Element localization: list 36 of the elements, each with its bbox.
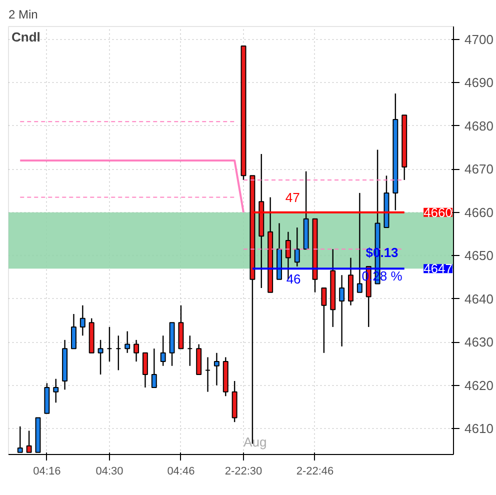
annotation: 46	[286, 271, 301, 286]
x-tick-label: 04:30	[96, 466, 124, 478]
annotation: 4660	[424, 204, 452, 220]
y-tick-label: 4630	[464, 334, 494, 350]
chart-title: 2 Min	[8, 8, 38, 22]
y-tick-label: 4610	[464, 421, 494, 436]
y-tick-label: 4660	[464, 204, 494, 220]
y-tick-label: 4690	[464, 75, 494, 90]
annotation: 47	[285, 190, 300, 205]
candlestick	[53, 378, 59, 404]
x-tick-label: 04:16	[33, 466, 61, 478]
candlestick	[356, 192, 362, 293]
candlestick	[70, 313, 76, 350]
annotation: 4647	[424, 261, 452, 276]
y-tick-label: 4680	[464, 118, 494, 134]
x-tick-label: 2-22:46	[296, 466, 334, 478]
y-tick-label: 4670	[464, 162, 494, 177]
candlestick	[214, 352, 220, 386]
x-tick-label: 04:46	[167, 466, 195, 478]
candlestick	[294, 226, 300, 268]
candlestick	[124, 330, 130, 354]
candlestick	[339, 274, 345, 348]
x-tick-label: 2-22:30	[224, 466, 262, 478]
candlestick	[98, 339, 104, 376]
candlestick	[151, 348, 157, 388]
y-tick-label: 4640	[464, 291, 494, 306]
candlestick	[80, 304, 86, 336]
annotation: Cndl	[12, 30, 40, 44]
candlestick	[134, 339, 140, 362]
candlestick	[321, 287, 327, 354]
candlestick	[160, 335, 166, 366]
y-tick-label: 4620	[464, 378, 494, 393]
y-tick-label: 4700	[464, 32, 494, 47]
y-tick-label: 4650	[464, 248, 494, 264]
candlestick	[142, 352, 148, 388]
annotation: Aug	[244, 434, 267, 450]
